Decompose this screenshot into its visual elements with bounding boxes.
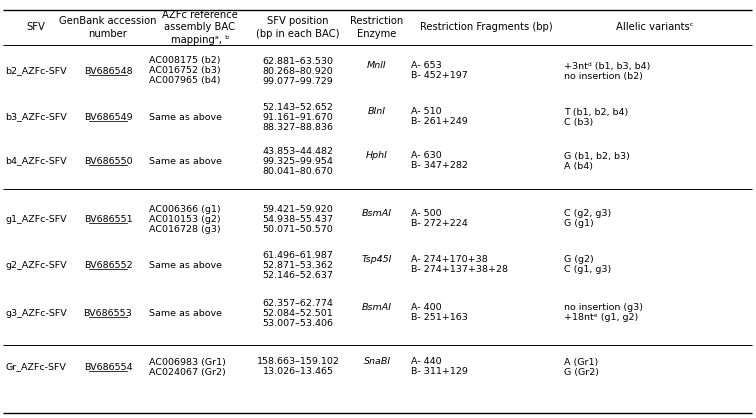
Text: MnlI: MnlI <box>367 61 387 71</box>
Text: AC010153 (g2): AC010153 (g2) <box>149 214 221 224</box>
Text: Same as above: Same as above <box>149 308 222 318</box>
Text: G (b1, b2, b3): G (b1, b2, b3) <box>564 151 630 161</box>
Text: BsmAI: BsmAI <box>362 209 392 219</box>
Text: A (b4): A (b4) <box>564 161 593 171</box>
Text: 50.071–50.570: 50.071–50.570 <box>262 224 333 234</box>
Text: G (g2): G (g2) <box>564 255 593 265</box>
Text: A- 500: A- 500 <box>411 209 442 219</box>
Text: AZFc reference
assembly BAC
mappingᵃ, ᵇ: AZFc reference assembly BAC mappingᵃ, ᵇ <box>162 10 238 45</box>
Text: A- 440: A- 440 <box>411 357 442 367</box>
Text: AC008175 (b2): AC008175 (b2) <box>149 56 221 66</box>
Text: 52.084–52.501: 52.084–52.501 <box>262 308 333 318</box>
Text: Same as above: Same as above <box>149 112 222 122</box>
Text: 62.357–62.774: 62.357–62.774 <box>262 298 333 308</box>
Text: 54.938–55.437: 54.938–55.437 <box>262 214 333 224</box>
Text: B- 274+137+38+28: B- 274+137+38+28 <box>411 265 508 275</box>
Text: GenBank accession
number: GenBank accession number <box>59 16 156 39</box>
Text: 52.143–52.652: 52.143–52.652 <box>262 102 333 112</box>
Text: A- 630: A- 630 <box>411 151 442 161</box>
Text: A (Gr1): A (Gr1) <box>564 357 598 367</box>
Text: 99.077–99.729: 99.077–99.729 <box>262 76 333 86</box>
Text: B- 311+129: B- 311+129 <box>411 367 468 377</box>
Text: C (g1, g3): C (g1, g3) <box>564 265 612 275</box>
Text: T (b1, b2, b4): T (b1, b2, b4) <box>564 107 628 117</box>
Text: B- 272+224: B- 272+224 <box>411 219 468 229</box>
Text: 80.268–80.920: 80.268–80.920 <box>262 66 333 76</box>
Text: AC007965 (b4): AC007965 (b4) <box>149 76 221 86</box>
Text: A- 653: A- 653 <box>411 61 442 71</box>
Text: SFV: SFV <box>26 23 45 33</box>
Text: B- 261+249: B- 261+249 <box>411 117 468 127</box>
Text: Tsp45I: Tsp45I <box>362 255 392 265</box>
Text: BsmAI: BsmAI <box>362 303 392 313</box>
Text: 62.881–63.530: 62.881–63.530 <box>262 56 333 66</box>
Text: A- 274+170+38: A- 274+170+38 <box>411 255 488 265</box>
Text: Gr_AZFc-SFV: Gr_AZFc-SFV <box>5 362 66 372</box>
Text: AC016752 (b3): AC016752 (b3) <box>149 66 221 76</box>
Text: BV686548: BV686548 <box>84 66 132 76</box>
Text: no insertion (b2): no insertion (b2) <box>564 71 643 81</box>
Text: AC016728 (g3): AC016728 (g3) <box>149 224 221 234</box>
Text: SnaBI: SnaBI <box>364 357 391 367</box>
Text: AC006366 (g1): AC006366 (g1) <box>149 204 221 214</box>
Text: C (g2, g3): C (g2, g3) <box>564 209 612 219</box>
Text: 43.853–44.482: 43.853–44.482 <box>262 146 333 155</box>
Text: b2_AZFc-SFV: b2_AZFc-SFV <box>5 66 67 76</box>
Text: BV686551: BV686551 <box>84 214 132 224</box>
Text: 52.146–52.637: 52.146–52.637 <box>262 270 333 280</box>
Text: G (Gr2): G (Gr2) <box>564 367 599 377</box>
Text: BV686553: BV686553 <box>84 308 132 318</box>
Text: 91.161–91.670: 91.161–91.670 <box>262 112 333 122</box>
Text: g3_AZFc-SFV: g3_AZFc-SFV <box>5 308 67 318</box>
Text: Same as above: Same as above <box>149 156 222 166</box>
Text: B- 251+163: B- 251+163 <box>411 314 468 323</box>
Text: SFV position
(bp in each BAC): SFV position (bp in each BAC) <box>256 16 339 39</box>
Text: B- 347+282: B- 347+282 <box>411 161 468 171</box>
Text: 53.007–53.406: 53.007–53.406 <box>262 319 333 327</box>
Text: G (g1): G (g1) <box>564 219 593 229</box>
Text: BV686550: BV686550 <box>84 156 132 166</box>
Text: Restriction
Enzyme: Restriction Enzyme <box>350 16 404 39</box>
Text: b4_AZFc-SFV: b4_AZFc-SFV <box>5 156 67 166</box>
Text: g1_AZFc-SFV: g1_AZFc-SFV <box>5 214 67 224</box>
Text: +18ntᵉ (g1, g2): +18ntᵉ (g1, g2) <box>564 314 638 323</box>
Text: no insertion (g3): no insertion (g3) <box>564 303 643 313</box>
Text: A- 400: A- 400 <box>411 303 442 313</box>
Text: 13.026–13.465: 13.026–13.465 <box>262 367 333 377</box>
Text: AC006983 (Gr1): AC006983 (Gr1) <box>149 357 226 367</box>
Text: BInI: BInI <box>368 107 386 117</box>
Text: BV686549: BV686549 <box>84 112 132 122</box>
Text: 61.496–61.987: 61.496–61.987 <box>262 250 333 260</box>
Text: A- 510: A- 510 <box>411 107 442 117</box>
Text: B- 452+197: B- 452+197 <box>411 71 468 81</box>
Text: Same as above: Same as above <box>149 260 222 270</box>
Text: b3_AZFc-SFV: b3_AZFc-SFV <box>5 112 67 122</box>
Text: C (b3): C (b3) <box>564 117 593 127</box>
Text: 99.325–99.954: 99.325–99.954 <box>262 156 333 166</box>
Text: Restriction Fragments (bp): Restriction Fragments (bp) <box>420 23 553 33</box>
Text: 80.041–80.670: 80.041–80.670 <box>262 166 333 176</box>
Text: 52.871–53.362: 52.871–53.362 <box>262 260 333 270</box>
Text: 59.421–59.920: 59.421–59.920 <box>262 204 333 214</box>
Text: HphI: HphI <box>366 151 388 161</box>
Text: AC024067 (Gr2): AC024067 (Gr2) <box>149 367 226 377</box>
Text: +3ntᵈ (b1, b3, b4): +3ntᵈ (b1, b3, b4) <box>564 61 650 71</box>
Text: BV686552: BV686552 <box>84 260 132 270</box>
Text: BV686554: BV686554 <box>84 362 132 372</box>
Text: 88.327–88.836: 88.327–88.836 <box>262 122 333 132</box>
Text: 158.663–159.102: 158.663–159.102 <box>256 357 339 367</box>
Text: Allelic variantsᶜ: Allelic variantsᶜ <box>616 23 694 33</box>
Text: g2_AZFc-SFV: g2_AZFc-SFV <box>5 260 67 270</box>
